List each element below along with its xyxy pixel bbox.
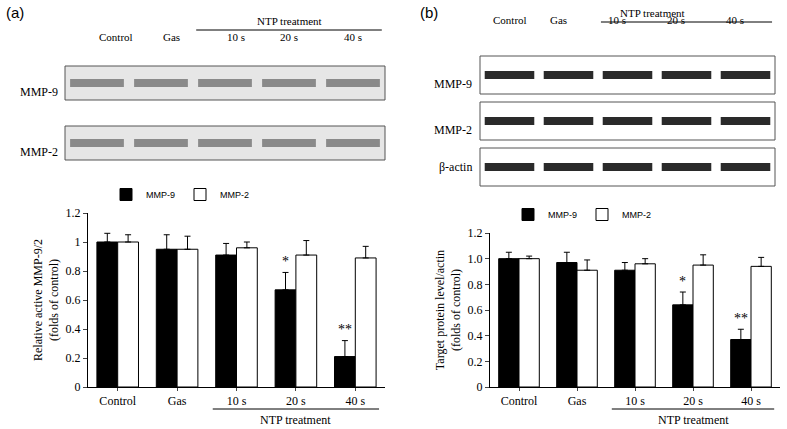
svg-text:1.0: 1.0 [468, 252, 483, 266]
svg-text:MMP-9: MMP-9 [548, 210, 577, 220]
svg-text:(a): (a) [6, 4, 24, 21]
svg-text:0.4: 0.4 [66, 322, 81, 336]
svg-text:10 s: 10 s [227, 394, 247, 408]
svg-text:Control: Control [493, 14, 527, 26]
svg-text:20 s: 20 s [280, 31, 298, 43]
svg-text:0: 0 [75, 380, 81, 394]
svg-text:20 s: 20 s [286, 394, 306, 408]
svg-text:(b): (b) [420, 4, 438, 21]
svg-text:MMP-2: MMP-2 [622, 210, 651, 220]
svg-text:*: * [679, 274, 686, 289]
svg-text:MMP-9: MMP-9 [20, 85, 58, 99]
svg-text:40 s: 40 s [741, 394, 761, 408]
svg-text:10 s: 10 s [625, 394, 645, 408]
svg-text:0.2: 0.2 [66, 351, 81, 365]
svg-text:40 s: 40 s [726, 14, 744, 26]
svg-text:10 s: 10 s [227, 31, 245, 43]
svg-text:40 s: 40 s [345, 394, 365, 408]
svg-text:Relative active MMP-9/2(folds: Relative active MMP-9/2(folds of control… [31, 239, 61, 361]
svg-text:Gas: Gas [168, 394, 187, 408]
svg-text:MMP-2: MMP-2 [434, 123, 472, 137]
svg-text:Gas: Gas [550, 14, 567, 26]
svg-text:MMP-9: MMP-9 [146, 190, 175, 200]
svg-text:40 s: 40 s [344, 31, 362, 43]
svg-text:1.2: 1.2 [66, 206, 81, 220]
svg-text:NTP treatment: NTP treatment [260, 413, 331, 427]
svg-text:0.6: 0.6 [66, 293, 81, 307]
svg-text:*: * [282, 254, 289, 269]
svg-text:10 s: 10 s [608, 14, 626, 26]
svg-text:1: 1 [75, 235, 81, 249]
svg-text:MMP-9: MMP-9 [434, 77, 472, 91]
svg-text:Gas: Gas [163, 31, 180, 43]
svg-text:1.2: 1.2 [468, 226, 483, 240]
svg-text:20 s: 20 s [667, 14, 685, 26]
svg-text:Gas: Gas [568, 394, 587, 408]
svg-text:Target protein level/actin(fol: Target protein level/actin(folds of cont… [433, 250, 463, 370]
svg-text:0.4: 0.4 [468, 329, 483, 343]
svg-text:0.2: 0.2 [468, 355, 483, 369]
svg-text:0: 0 [477, 380, 483, 394]
svg-text:**: ** [734, 311, 748, 326]
svg-text:Control: Control [99, 394, 136, 408]
svg-text:0.8: 0.8 [66, 264, 81, 278]
svg-text:NTP treatment: NTP treatment [658, 413, 729, 427]
svg-text:Control: Control [501, 394, 538, 408]
svg-text:Control: Control [99, 31, 133, 43]
svg-text:20 s: 20 s [683, 394, 703, 408]
svg-text:0.8: 0.8 [468, 278, 483, 292]
svg-text:0.6: 0.6 [468, 303, 483, 317]
svg-text:MMP-2: MMP-2 [220, 190, 249, 200]
svg-text:MMP-2: MMP-2 [20, 145, 58, 159]
svg-text:NTP treatment: NTP treatment [620, 7, 685, 19]
svg-text:**: ** [338, 322, 352, 337]
svg-text:NTP treatment: NTP treatment [257, 15, 322, 27]
svg-text:β-actin: β-actin [439, 160, 472, 174]
